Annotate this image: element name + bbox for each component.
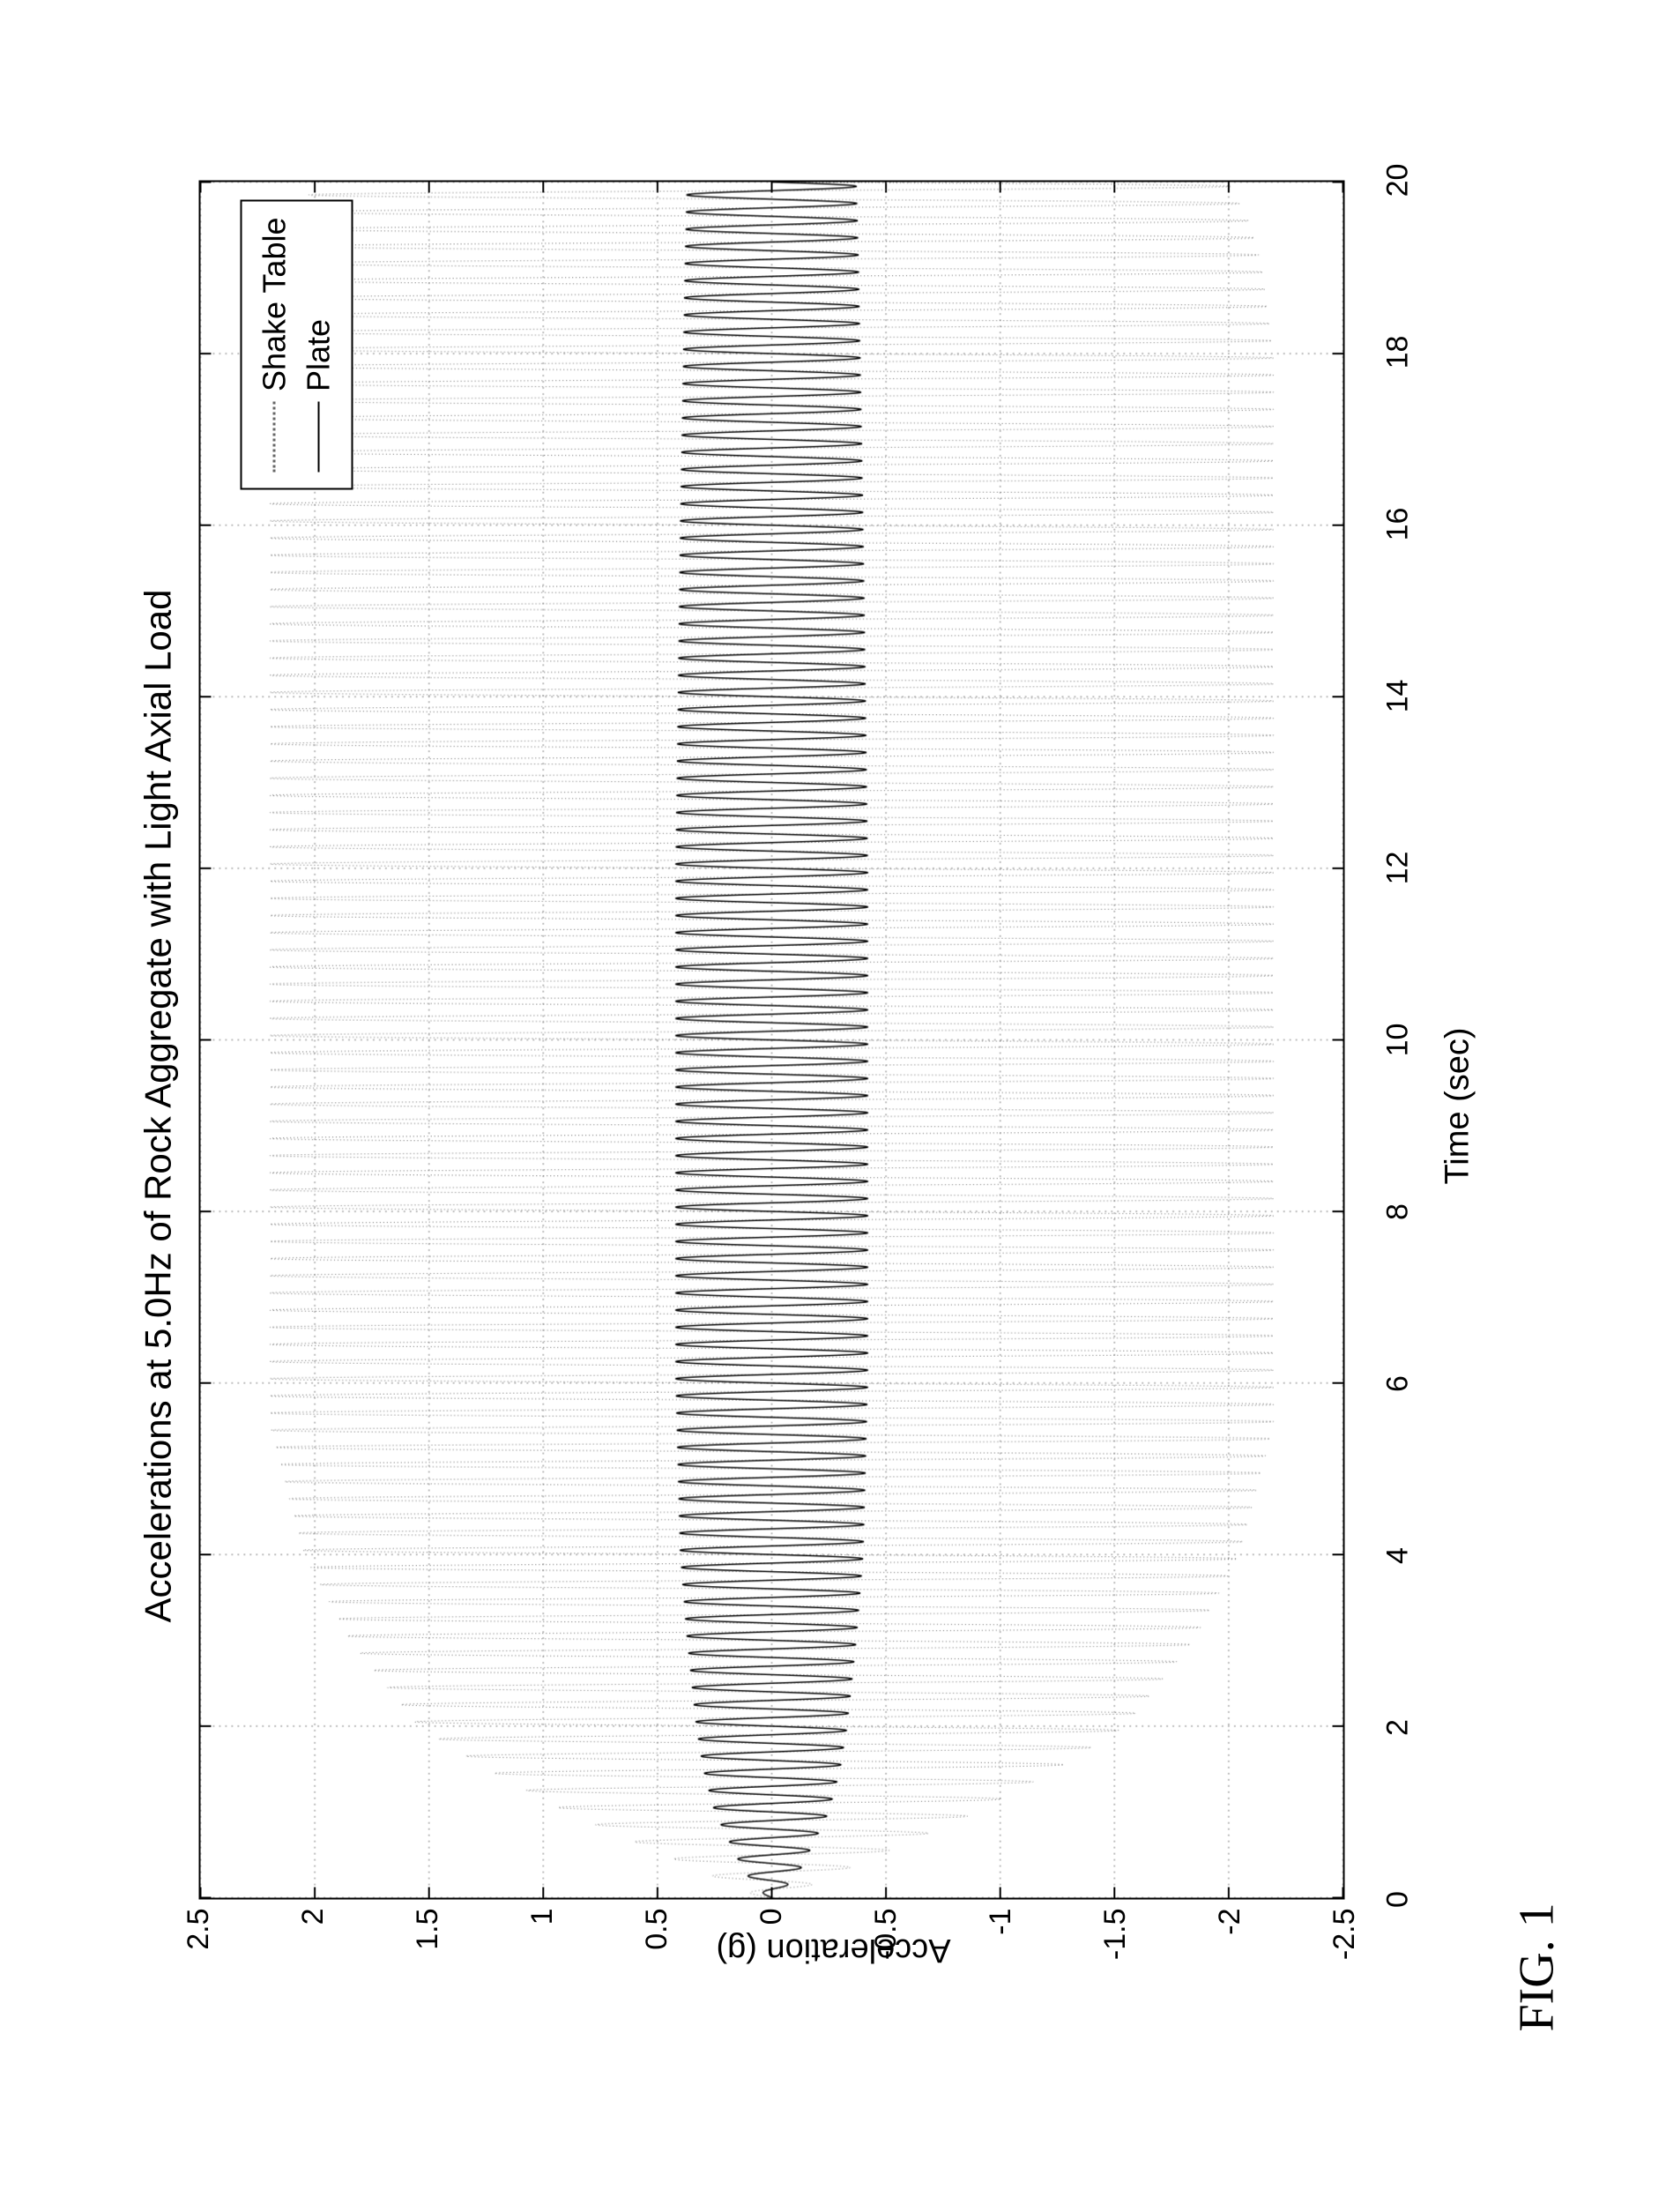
y-tick-label: 1 <box>525 1909 560 1962</box>
y-tick-label: -0.5 <box>869 1909 904 1962</box>
figure-label: FIG. 1 <box>1508 1903 1565 2031</box>
x-tick-label: 12 <box>1380 852 1415 885</box>
legend-swatch-dotted <box>273 402 276 473</box>
page-container: Accelerations at 5.0Hz of Rock Aggregate… <box>84 93 1582 2120</box>
legend-box: Shake Table Plate <box>240 200 353 491</box>
x-tick-label: 18 <box>1380 336 1415 369</box>
legend-label: Shake Table <box>252 218 296 392</box>
y-tick-label: -2.5 <box>1328 1909 1362 1962</box>
y-tick-label: 0.5 <box>640 1909 674 1962</box>
y-tick-label: -1 <box>984 1909 1018 1962</box>
x-axis-label: Time (sec) <box>1439 1027 1476 1184</box>
legend-swatch-solid <box>318 402 320 473</box>
x-tick-label: 6 <box>1380 1375 1415 1392</box>
x-tick-label: 14 <box>1380 680 1415 713</box>
y-axis-label: Acceleration (g) <box>716 1931 950 1969</box>
x-tick-label: 20 <box>1380 164 1415 197</box>
plot-area: Shake Table Plate <box>198 181 1344 1900</box>
y-tick-label: 2.5 <box>182 1909 216 1962</box>
x-tick-label: 8 <box>1380 1203 1415 1220</box>
x-tick-label: 4 <box>1380 1547 1415 1564</box>
chart-canvas <box>200 182 1342 1898</box>
legend-item-plate: Plate <box>296 218 340 473</box>
legend-item-shake-table: Shake Table <box>252 218 296 473</box>
legend-label: Plate <box>296 319 340 391</box>
y-tick-label: -1.5 <box>1098 1909 1133 1962</box>
y-tick-label: 0 <box>755 1909 789 1962</box>
chart-title: Accelerations at 5.0Hz of Rock Aggregate… <box>137 93 179 2120</box>
y-tick-label: -2 <box>1213 1909 1247 1962</box>
chart-wrapper: Accelerations at 5.0Hz of Rock Aggregate… <box>84 93 1582 2120</box>
x-tick-label: 2 <box>1380 1719 1415 1736</box>
y-tick-label: 2 <box>296 1909 331 1962</box>
x-tick-label: 0 <box>1380 1891 1415 1908</box>
x-tick-label: 10 <box>1380 1024 1415 1057</box>
y-tick-label: 1.5 <box>411 1909 445 1962</box>
x-tick-label: 16 <box>1380 508 1415 541</box>
